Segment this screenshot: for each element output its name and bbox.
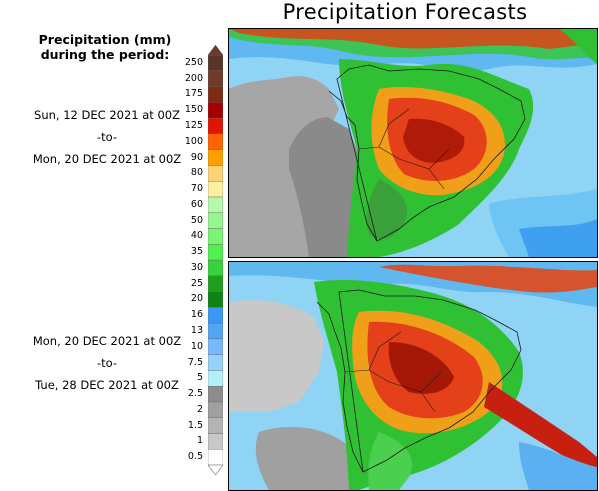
period-2-end: Tue, 28 DEC 2021 at 00Z [35, 378, 179, 392]
colorbar-tick-label: 2.5 [187, 388, 203, 400]
colorbar-swatch [208, 275, 223, 292]
period-1-end: Mon, 20 DEC 2021 at 00Z [32, 152, 182, 166]
colorbar-swatch [208, 117, 223, 135]
colorbar-swatch [208, 370, 223, 387]
colorbar-tick-label: 20 [190, 293, 203, 305]
colorbar-min-arrow [208, 464, 223, 475]
colorbar-tick-label: 125 [184, 119, 203, 131]
colorbar-max-arrow [208, 45, 223, 56]
colorbar-tick-label: 10 [190, 340, 203, 352]
colorbar-tick-label: 100 [184, 135, 203, 147]
colorbar-tick-label: 16 [190, 309, 203, 321]
colorbar-tick-label: 175 [184, 88, 203, 100]
colorbar-tick-label: 30 [190, 261, 203, 273]
colorbar-swatch [208, 70, 223, 87]
colorbar-swatch [208, 86, 223, 103]
legend-heading-line2: during the period: [40, 47, 170, 62]
period-2-label: Mon, 20 DEC 2021 at 00Z -to- Tue, 28 DEC… [22, 330, 192, 396]
colorbar-swatch [208, 401, 223, 418]
colorbar-swatch [208, 165, 223, 182]
colorbar-tick-label: 80 [190, 167, 203, 179]
colorbar-tick-label: 150 [184, 104, 203, 116]
colorbar-tick-label: 1 [196, 435, 203, 447]
colorbar-tick-label: 1.5 [187, 419, 203, 431]
colorbar-swatch [208, 338, 223, 355]
colorbar-swatch [208, 433, 223, 450]
colorbar-swatch [208, 54, 223, 71]
colorbar-tick-label: 90 [190, 151, 203, 163]
colorbar-swatch [208, 196, 223, 213]
colorbar-swatch [208, 354, 223, 371]
legend-heading-line1: Precipitation (mm) [38, 32, 172, 47]
colorbar-tick-label: 0.5 [187, 451, 203, 463]
period-1-start: Sun, 12 DEC 2021 at 00Z [34, 108, 180, 122]
period-1-sep: -to- [96, 130, 118, 144]
page-title: Precipitation Forecasts [282, 0, 528, 24]
colorbar-swatch [208, 102, 223, 119]
colorbar-tick-label: 35 [190, 246, 203, 258]
colorbar-swatch [208, 228, 223, 245]
colorbar-tick-label: 13 [190, 324, 203, 336]
forecast-map-period-1 [228, 28, 598, 258]
colorbar-swatch [208, 149, 223, 166]
colorbar-swatch [208, 449, 223, 466]
colorbar-tick-label: 40 [190, 230, 203, 242]
colorbar-swatch [208, 322, 223, 340]
colorbar-tick-label: 25 [190, 277, 203, 289]
colorbar-tick-label: 70 [190, 183, 203, 195]
colorbar-tick-label: 250 [184, 56, 203, 68]
forecast-map-period-2 [228, 261, 598, 491]
period-1-label: Sun, 12 DEC 2021 at 00Z -to- Mon, 20 DEC… [22, 104, 192, 170]
colorbar-swatch [208, 212, 223, 229]
colorbar-tick-label: 60 [190, 198, 203, 210]
colorbar-swatch [208, 259, 223, 276]
colorbar-swatch [208, 180, 223, 198]
colorbar-swatch [208, 307, 223, 324]
legend-heading: Precipitation (mm) during the period: [30, 32, 180, 62]
colorbar-tick-label: 2 [196, 403, 203, 415]
colorbar-tick-label: 200 [184, 72, 203, 84]
colorbar-swatch [208, 417, 223, 434]
period-2-start: Mon, 20 DEC 2021 at 00Z [32, 334, 182, 348]
colorbar-tick-label: 5 [196, 372, 203, 384]
colorbar-swatch [208, 244, 223, 261]
colorbar-tick-label: 50 [190, 214, 203, 226]
colorbar-swatch [208, 291, 223, 308]
period-2-sep: -to- [96, 356, 118, 370]
colorbar-swatch [208, 385, 223, 403]
precipitation-colorbar [208, 45, 223, 475]
colorbar-swatch [208, 133, 223, 150]
colorbar-tick-label: 7.5 [187, 356, 203, 368]
